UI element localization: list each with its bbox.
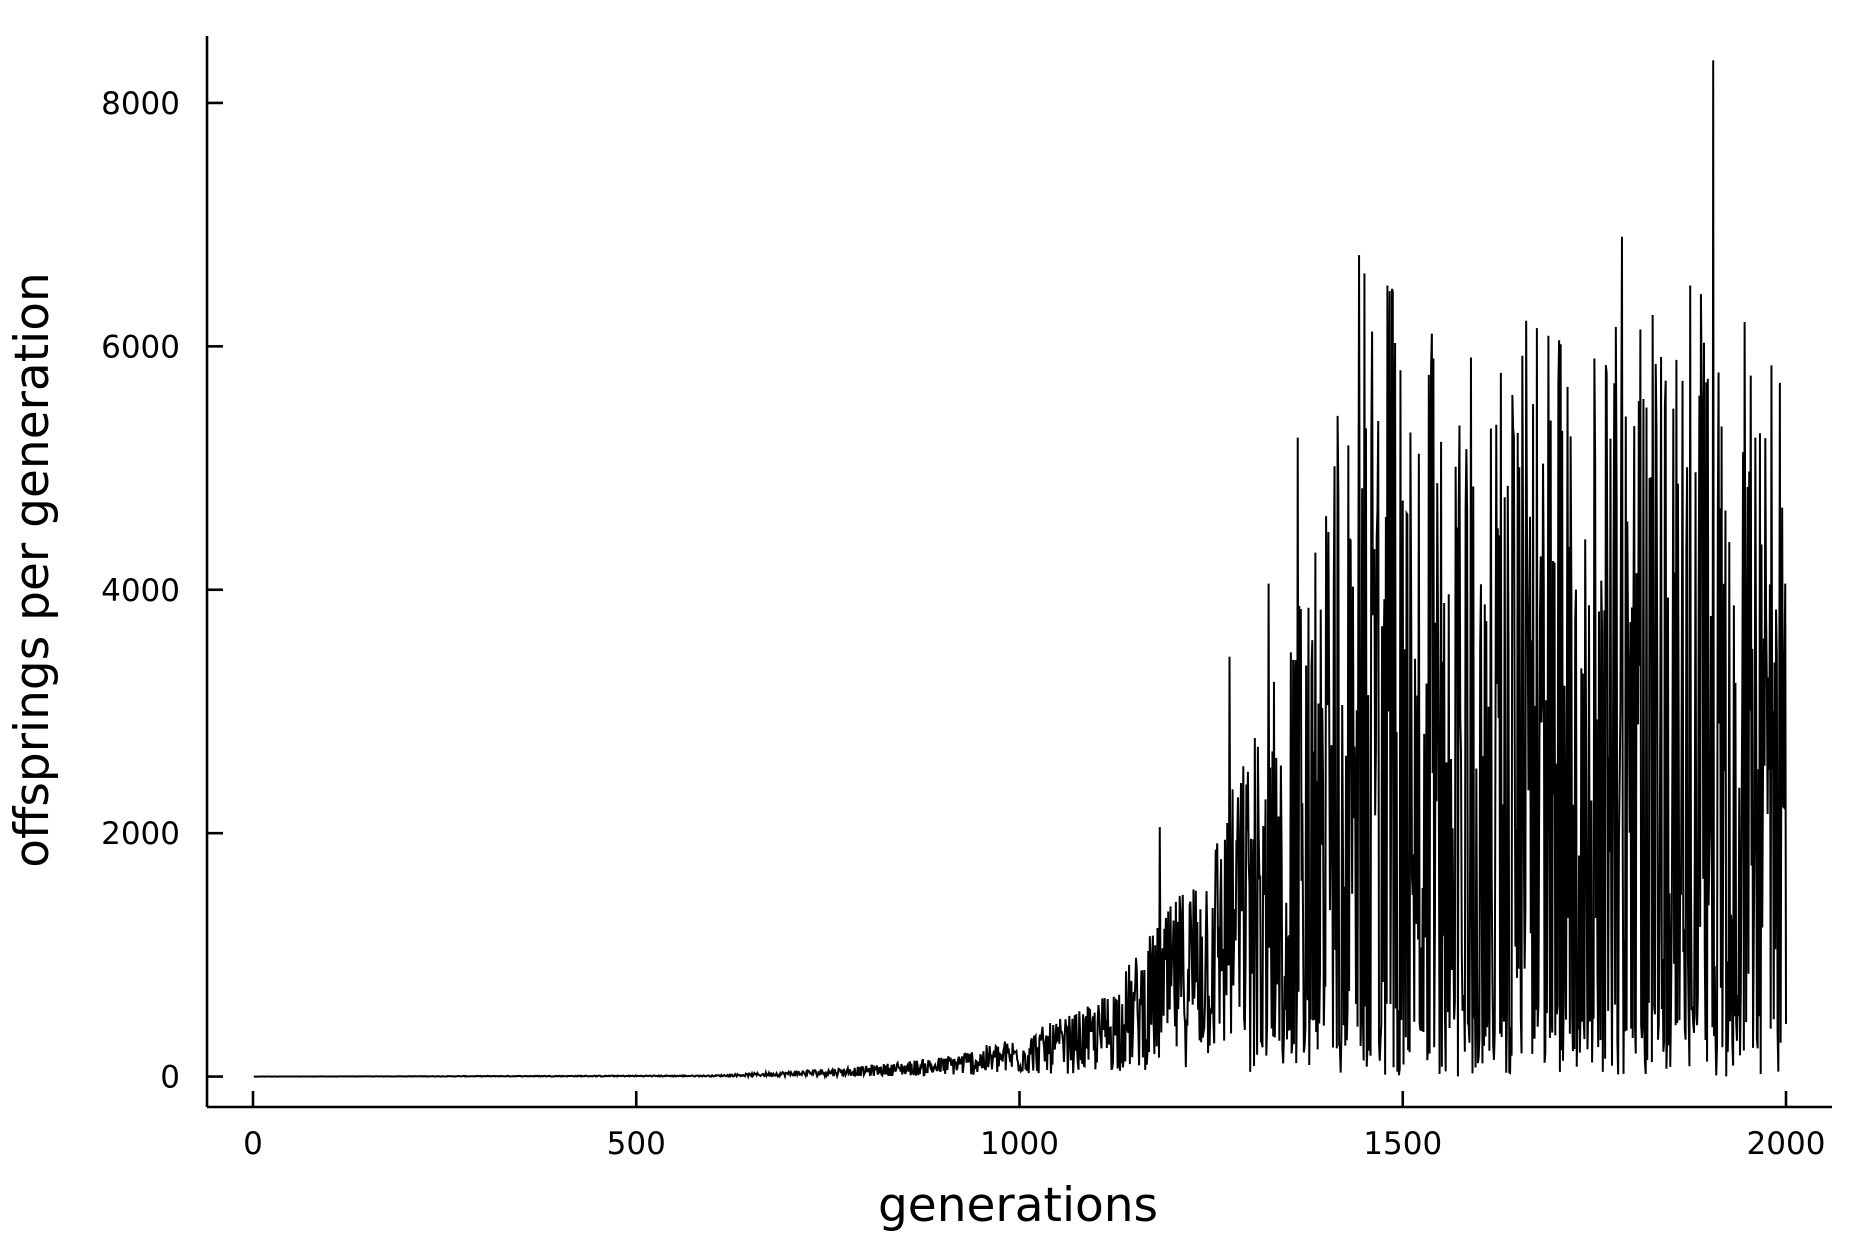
x-tick-label: 0 <box>243 1126 263 1162</box>
y-tick-label: 6000 <box>101 329 180 365</box>
x-axis-title: generations <box>878 1178 1158 1233</box>
x-tick-label: 500 <box>607 1126 666 1162</box>
y-tick-label: 2000 <box>101 816 180 852</box>
y-axis-title: offsprings per generation <box>5 272 60 868</box>
x-tick-label: 2000 <box>1747 1126 1826 1162</box>
y-tick-label: 0 <box>160 1060 180 1096</box>
series-line <box>253 60 1788 1080</box>
y-tick-label: 8000 <box>101 86 180 122</box>
x-ticks: 0 500 1000 1500 2000 <box>243 1091 1825 1162</box>
x-tick-label: 1000 <box>980 1126 1059 1162</box>
x-tick-label: 1500 <box>1363 1126 1442 1162</box>
y-tick-label: 4000 <box>101 573 180 609</box>
y-ticks: 0 2000 4000 6000 8000 <box>101 86 223 1096</box>
